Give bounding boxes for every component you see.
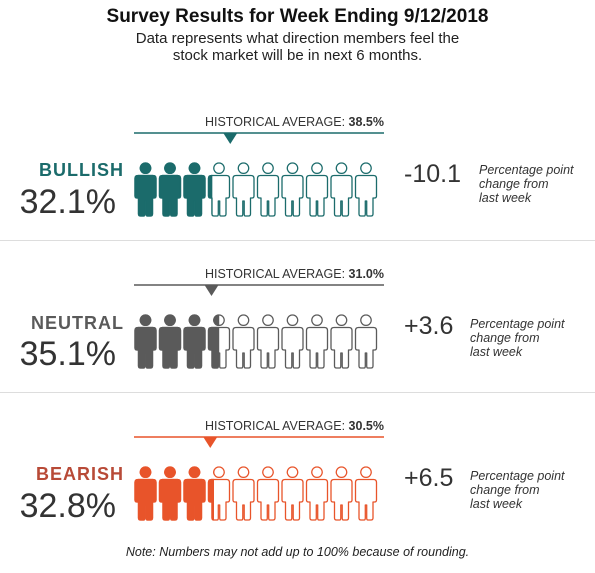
sentiment-percentage: 35.1% — [19, 335, 116, 373]
pictograph-bullish — [134, 132, 384, 217]
person-icon — [256, 466, 280, 521]
sentiment-label: NEUTRAL — [31, 313, 124, 333]
sentiment-percentage: 32.8% — [19, 487, 116, 525]
person-icon — [305, 466, 329, 521]
person-icon — [305, 314, 329, 369]
historical-average-value: 38.5% — [348, 115, 384, 129]
person-icon — [232, 314, 255, 369]
sentiment-label: BULLISH — [39, 160, 124, 180]
row-divider — [0, 392, 595, 393]
person-icon-fill — [207, 469, 214, 521]
person-icon-fill — [134, 162, 157, 217]
person-icon — [256, 162, 280, 217]
change-note: Percentage point change from last week — [479, 163, 574, 205]
person-icon — [281, 466, 304, 521]
change-value: +6.5 — [404, 464, 454, 492]
person-icon-fill — [207, 174, 213, 217]
historical-average-label: HISTORICAL AVERAGE: 38.5% — [204, 115, 384, 129]
change-note: Percentage point change from last week — [470, 469, 565, 511]
person-icon-fill — [207, 314, 220, 369]
person-icon-fill — [183, 466, 206, 521]
person-icon — [330, 466, 353, 521]
subtitle-line-2: stock market will be in next 6 months. — [172, 47, 423, 64]
person-icon-fill — [134, 314, 157, 369]
historical-average-label: HISTORICAL AVERAGE: 31.0% — [204, 267, 384, 281]
change-note: Percentage point change from last week — [470, 317, 565, 359]
person-icon-fill — [183, 314, 206, 369]
sentiment-label: BEARISH — [35, 464, 124, 484]
person-icon-fill — [183, 162, 206, 217]
change-value: +3.6 — [404, 312, 454, 340]
pictograph-bearish — [134, 436, 384, 521]
subtitle-line-1: Data represents what direction members f… — [135, 30, 460, 47]
sentiment-row-bearish: HISTORICAL AVERAGE: 30.5% BEARISH 32.8% … — [0, 392, 595, 544]
person-icon — [330, 314, 353, 369]
historical-average-value: 30.5% — [348, 419, 384, 433]
person-icon-fill — [158, 162, 182, 217]
historical-average-label: HISTORICAL AVERAGE: 30.5% — [204, 419, 384, 433]
person-icon-fill — [158, 314, 182, 369]
historical-average-marker — [204, 285, 219, 296]
historical-average-marker — [223, 133, 238, 144]
person-icon — [281, 162, 304, 217]
person-icon-fill — [134, 466, 157, 521]
change-value: -10.1 — [404, 160, 461, 188]
historical-average-value: 31.0% — [348, 267, 384, 281]
person-icon-fill — [158, 466, 182, 521]
row-divider — [0, 240, 595, 241]
sentiment-row-neutral: HISTORICAL AVERAGE: 31.0% NEUTRAL 35.1% … — [0, 240, 595, 392]
person-icon — [354, 466, 378, 521]
chart-title: Survey Results for Week Ending 9/12/2018 — [106, 6, 489, 27]
person-icon — [232, 466, 255, 521]
sentiment-percentage: 32.1% — [19, 183, 116, 221]
person-icon — [232, 162, 255, 217]
person-icon — [354, 314, 378, 369]
pictograph-neutral — [134, 284, 384, 369]
person-icon — [281, 314, 304, 369]
person-icon — [354, 162, 378, 217]
sentiment-row-bullish: HISTORICAL AVERAGE: 38.5% BULLISH 32.1% … — [0, 88, 595, 240]
chart-subtitle: Data represents what direction members f… — [0, 30, 595, 64]
historical-average-marker — [203, 437, 218, 448]
person-icon — [330, 162, 353, 217]
person-icon — [305, 162, 329, 217]
person-icon — [256, 314, 280, 369]
footnote: Note: Numbers may not add up to 100% bec… — [125, 545, 470, 559]
